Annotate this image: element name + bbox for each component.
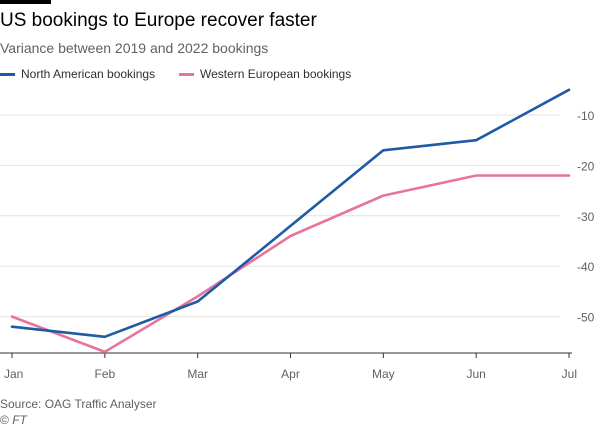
y-tick-label: -20 bbox=[577, 159, 595, 173]
y-tick-label: -10 bbox=[577, 109, 595, 123]
legend-item-western-european: Western European bookings bbox=[179, 67, 351, 81]
brand-bar bbox=[0, 0, 51, 4]
legend-label-western-european: Western European bookings bbox=[200, 67, 352, 81]
x-tick-label: Apr bbox=[281, 367, 300, 381]
x-tick-label: Jul bbox=[562, 367, 577, 381]
x-tick-label: May bbox=[372, 367, 395, 381]
copyright-symbol: © bbox=[0, 413, 9, 427]
series-line-north-american bbox=[10, 88, 571, 339]
chart-subtitle: Variance between 2019 and 2022 bookings bbox=[0, 40, 269, 56]
legend-item-north-american: North American bookings bbox=[0, 67, 155, 81]
source-note: Source: OAG Traffic Analyser bbox=[0, 397, 157, 411]
chart-title: US bookings to Europe recover faster bbox=[0, 10, 317, 31]
copyright-brand: FT bbox=[12, 413, 27, 427]
y-tick-label: -40 bbox=[577, 260, 595, 274]
y-tick-label: -30 bbox=[577, 210, 595, 224]
legend-swatch-north-american bbox=[0, 72, 15, 76]
x-tick-label: Jan bbox=[4, 367, 23, 381]
y-tick-label: -50 bbox=[577, 311, 595, 325]
x-tick-label: Mar bbox=[187, 367, 208, 381]
copyright-note: © FT bbox=[0, 413, 27, 427]
x-tick-label: Feb bbox=[94, 367, 115, 381]
legend-swatch-western-european bbox=[179, 72, 194, 76]
series-line-western-european bbox=[10, 174, 571, 354]
legend-label-north-american: North American bookings bbox=[21, 67, 156, 81]
x-tick-label: Jun bbox=[466, 367, 485, 381]
